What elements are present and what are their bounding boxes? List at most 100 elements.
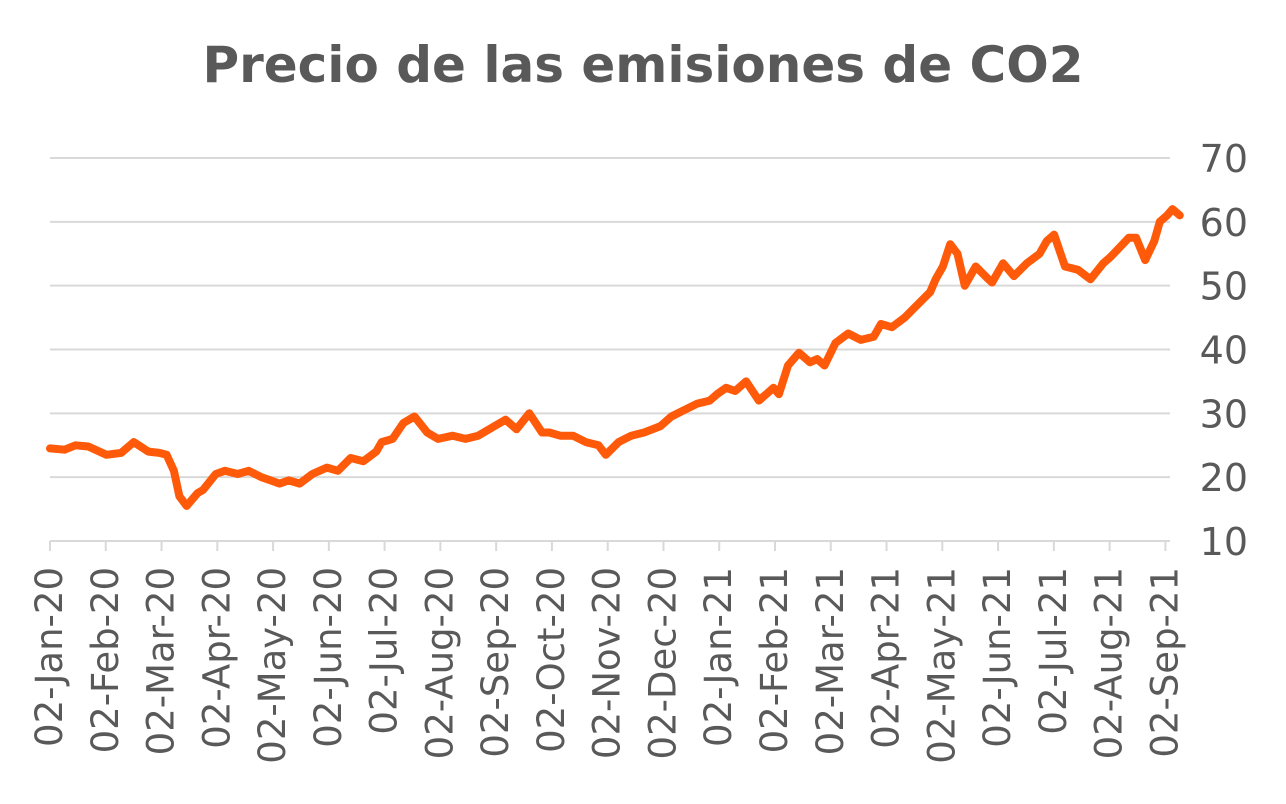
data-point xyxy=(961,282,969,290)
data-point xyxy=(221,467,229,475)
data-point xyxy=(296,480,304,488)
data-point xyxy=(1036,250,1043,258)
x-tick-label: 02-Apr-21 xyxy=(865,567,908,749)
data-point xyxy=(372,448,380,456)
data-point xyxy=(755,397,763,405)
x-tick-label: 02-Jul-20 xyxy=(363,567,406,735)
data-point xyxy=(932,275,940,283)
x-tick-label: 02-Jun-21 xyxy=(976,567,1019,748)
data-point xyxy=(46,444,54,452)
x-tick-label: 02-Aug-21 xyxy=(1088,567,1131,759)
data-point xyxy=(667,413,675,420)
data-point xyxy=(731,387,739,395)
data-point xyxy=(545,429,553,436)
data-point xyxy=(939,263,947,270)
data-point xyxy=(640,429,648,436)
data-point xyxy=(946,240,954,248)
y-tick-label: 20 xyxy=(1200,456,1248,500)
data-point xyxy=(901,314,909,322)
data-point xyxy=(502,416,510,424)
data-point xyxy=(770,384,777,392)
data-point xyxy=(257,473,265,481)
data-point xyxy=(602,451,610,459)
data-point xyxy=(813,355,821,363)
data-point xyxy=(1061,263,1069,270)
data-point xyxy=(72,441,79,449)
data-point xyxy=(1176,211,1184,219)
data-point xyxy=(323,464,331,472)
data-point xyxy=(513,425,520,433)
data-point xyxy=(680,406,688,414)
data-point xyxy=(1163,211,1171,219)
x-tick-label: 02-Feb-20 xyxy=(84,567,127,753)
data-point xyxy=(411,413,418,420)
data-point xyxy=(870,333,878,341)
data-point xyxy=(103,451,110,459)
data-point xyxy=(844,330,852,337)
data-point xyxy=(706,397,714,405)
y-tick-label: 40 xyxy=(1200,329,1248,373)
data-point xyxy=(877,320,885,328)
x-tick-label: 02-May-20 xyxy=(251,567,294,764)
data-point xyxy=(795,349,803,357)
data-point xyxy=(183,502,191,510)
data-point xyxy=(434,435,442,443)
data-point xyxy=(308,470,316,478)
data-point xyxy=(1099,259,1107,267)
data-point xyxy=(569,432,577,440)
gridlines xyxy=(50,157,1170,479)
chart-title: Precio de las emisiones de CO2 xyxy=(202,36,1084,94)
data-point xyxy=(913,301,921,309)
data-point xyxy=(831,339,839,347)
data-point xyxy=(276,480,284,488)
data-point xyxy=(1074,266,1082,274)
x-tick-label: 02-Nov-20 xyxy=(586,567,629,759)
data-point xyxy=(525,409,533,417)
data-point xyxy=(462,435,469,443)
data-point xyxy=(693,400,701,408)
data-point xyxy=(1132,234,1140,242)
data-point xyxy=(1169,205,1176,213)
y-tick-label: 50 xyxy=(1200,265,1248,309)
data-point xyxy=(117,449,125,457)
data-point xyxy=(806,358,814,366)
data-point xyxy=(713,390,721,398)
data-point xyxy=(888,323,896,331)
data-point xyxy=(1050,231,1058,239)
data-point xyxy=(1107,253,1115,261)
data-point xyxy=(1043,237,1051,245)
x-tick-label: 02-Mar-21 xyxy=(809,567,852,755)
data-point xyxy=(1141,256,1149,264)
series-line xyxy=(46,205,1184,510)
data-point xyxy=(474,432,482,440)
data-point xyxy=(1150,237,1158,245)
y-tick-label: 70 xyxy=(1200,137,1248,181)
data-point xyxy=(742,377,750,385)
data-point xyxy=(775,390,783,398)
x-tick-label: 02-Feb-21 xyxy=(753,567,796,753)
data-point xyxy=(595,441,602,449)
data-point xyxy=(926,288,934,296)
data-point xyxy=(334,467,342,475)
y-axis-labels: 10 20 30 40 50 60 70 xyxy=(1200,137,1248,564)
data-point xyxy=(194,489,202,497)
x-tick-label: 02-Jan-21 xyxy=(697,567,740,747)
data-point xyxy=(821,362,828,369)
data-point xyxy=(491,422,499,430)
x-tick-label: 02-Oct-20 xyxy=(530,567,573,753)
data-point xyxy=(347,454,355,462)
data-point xyxy=(615,438,623,446)
x-tick-label: 02-Sep-20 xyxy=(474,567,517,758)
y-tick-label: 30 xyxy=(1200,392,1248,436)
x-tick-label: 02-Mar-20 xyxy=(140,567,183,755)
x-axis xyxy=(49,540,1170,551)
x-tick-label: 02-Dec-20 xyxy=(641,567,684,759)
data-point xyxy=(130,438,138,446)
data-point xyxy=(1010,272,1018,280)
series-layer xyxy=(46,205,1184,510)
data-point xyxy=(556,432,564,440)
data-point xyxy=(84,443,92,450)
data-point xyxy=(163,451,171,459)
data-point xyxy=(954,250,961,258)
